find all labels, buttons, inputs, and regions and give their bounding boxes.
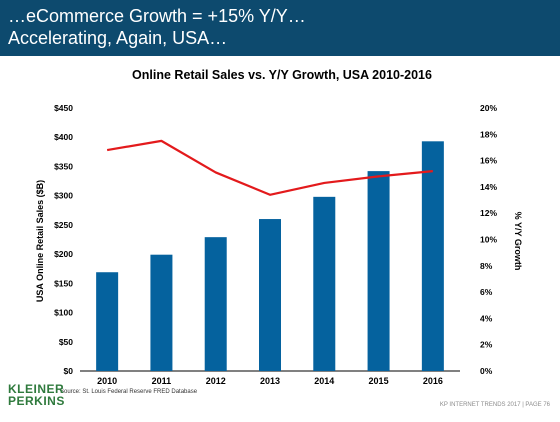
y-tick-label: $50 [59, 337, 73, 347]
x-tick-label: 2016 [423, 376, 443, 386]
source-note: Source: St. Louis Federal Reserve FRED D… [60, 389, 198, 395]
x-tick-label: 2014 [314, 376, 334, 386]
y2-tick-label: 0% [480, 366, 493, 376]
y-tick-labels: $0 $50 $100 $150 $200 $250 $300 $350 $400 $450 [54, 103, 73, 376]
y-tick-label: $200 [54, 249, 73, 259]
y-tick-label: $300 [54, 191, 73, 201]
y-axis-label: USA Online Retail Sales ($B) [35, 180, 45, 302]
growth-line [106, 139, 433, 196]
y2-tick-label: 10% [480, 235, 497, 245]
bar-2012 [204, 237, 227, 371]
y2-tick-label: 6% [480, 287, 493, 297]
y-tick-label: $150 [54, 278, 73, 288]
bar-2016 [421, 141, 444, 371]
y-tick-label: $450 [54, 103, 73, 113]
y-tick-label: $400 [54, 132, 73, 142]
y2-tick-label: 2% [480, 340, 493, 350]
bar-2014 [313, 196, 336, 371]
x-tick-label: 2012 [206, 376, 226, 386]
headline-line-1: …eCommerce Growth = +15% Y/Y… [8, 6, 306, 26]
x-tick-label: 2015 [369, 376, 389, 386]
bars [96, 141, 444, 371]
y2-axis-label: % Y/Y Growth [513, 212, 523, 271]
x-tick-label: 2013 [260, 376, 280, 386]
x-tick-label: 2010 [97, 376, 117, 386]
footer: KP INTERNET TRENDS 2017 | PAGE 76 [439, 402, 550, 408]
y-tick-label: $350 [54, 161, 73, 171]
kleiner-perkins-logo: KLEINER PERKINS [8, 382, 65, 408]
bar-2011 [150, 254, 173, 371]
y2-tick-label: 14% [480, 182, 497, 192]
chart-title: Online Retail Sales vs. Y/Y Growth, USA … [132, 68, 432, 82]
y-tick-label: $250 [54, 220, 73, 230]
x-tick-labels: 2010 2011 2012 2013 2014 2015 2016 [97, 376, 443, 386]
x-tick-label: 2011 [152, 376, 172, 386]
y-tick-label: $100 [54, 308, 73, 318]
y2-tick-labels: 0% 2% 4% 6% 8% 10% 12% 14% 16% 18% 20% [480, 103, 497, 376]
bar-2010 [96, 272, 119, 371]
slide-header: …eCommerce Growth = +15% Y/Y… Accelerati… [0, 0, 560, 56]
y2-tick-label: 20% [480, 103, 497, 113]
bar-2013 [259, 219, 281, 371]
y2-tick-label: 16% [480, 156, 497, 166]
bar-2015 [367, 171, 390, 371]
y2-tick-label: 18% [480, 129, 497, 139]
y-tick-label: $0 [64, 366, 74, 376]
y2-tick-label: 8% [480, 261, 493, 271]
y2-tick-label: 4% [480, 313, 493, 323]
logo-line-2: PERKINS [8, 394, 65, 408]
chart: Online Retail Sales vs. Y/Y Growth, USA … [35, 68, 523, 386]
y2-tick-label: 12% [480, 208, 497, 218]
headline-line-2: Accelerating, Again, USA… [8, 28, 228, 48]
logo-line-1: KLEINER [8, 382, 65, 396]
